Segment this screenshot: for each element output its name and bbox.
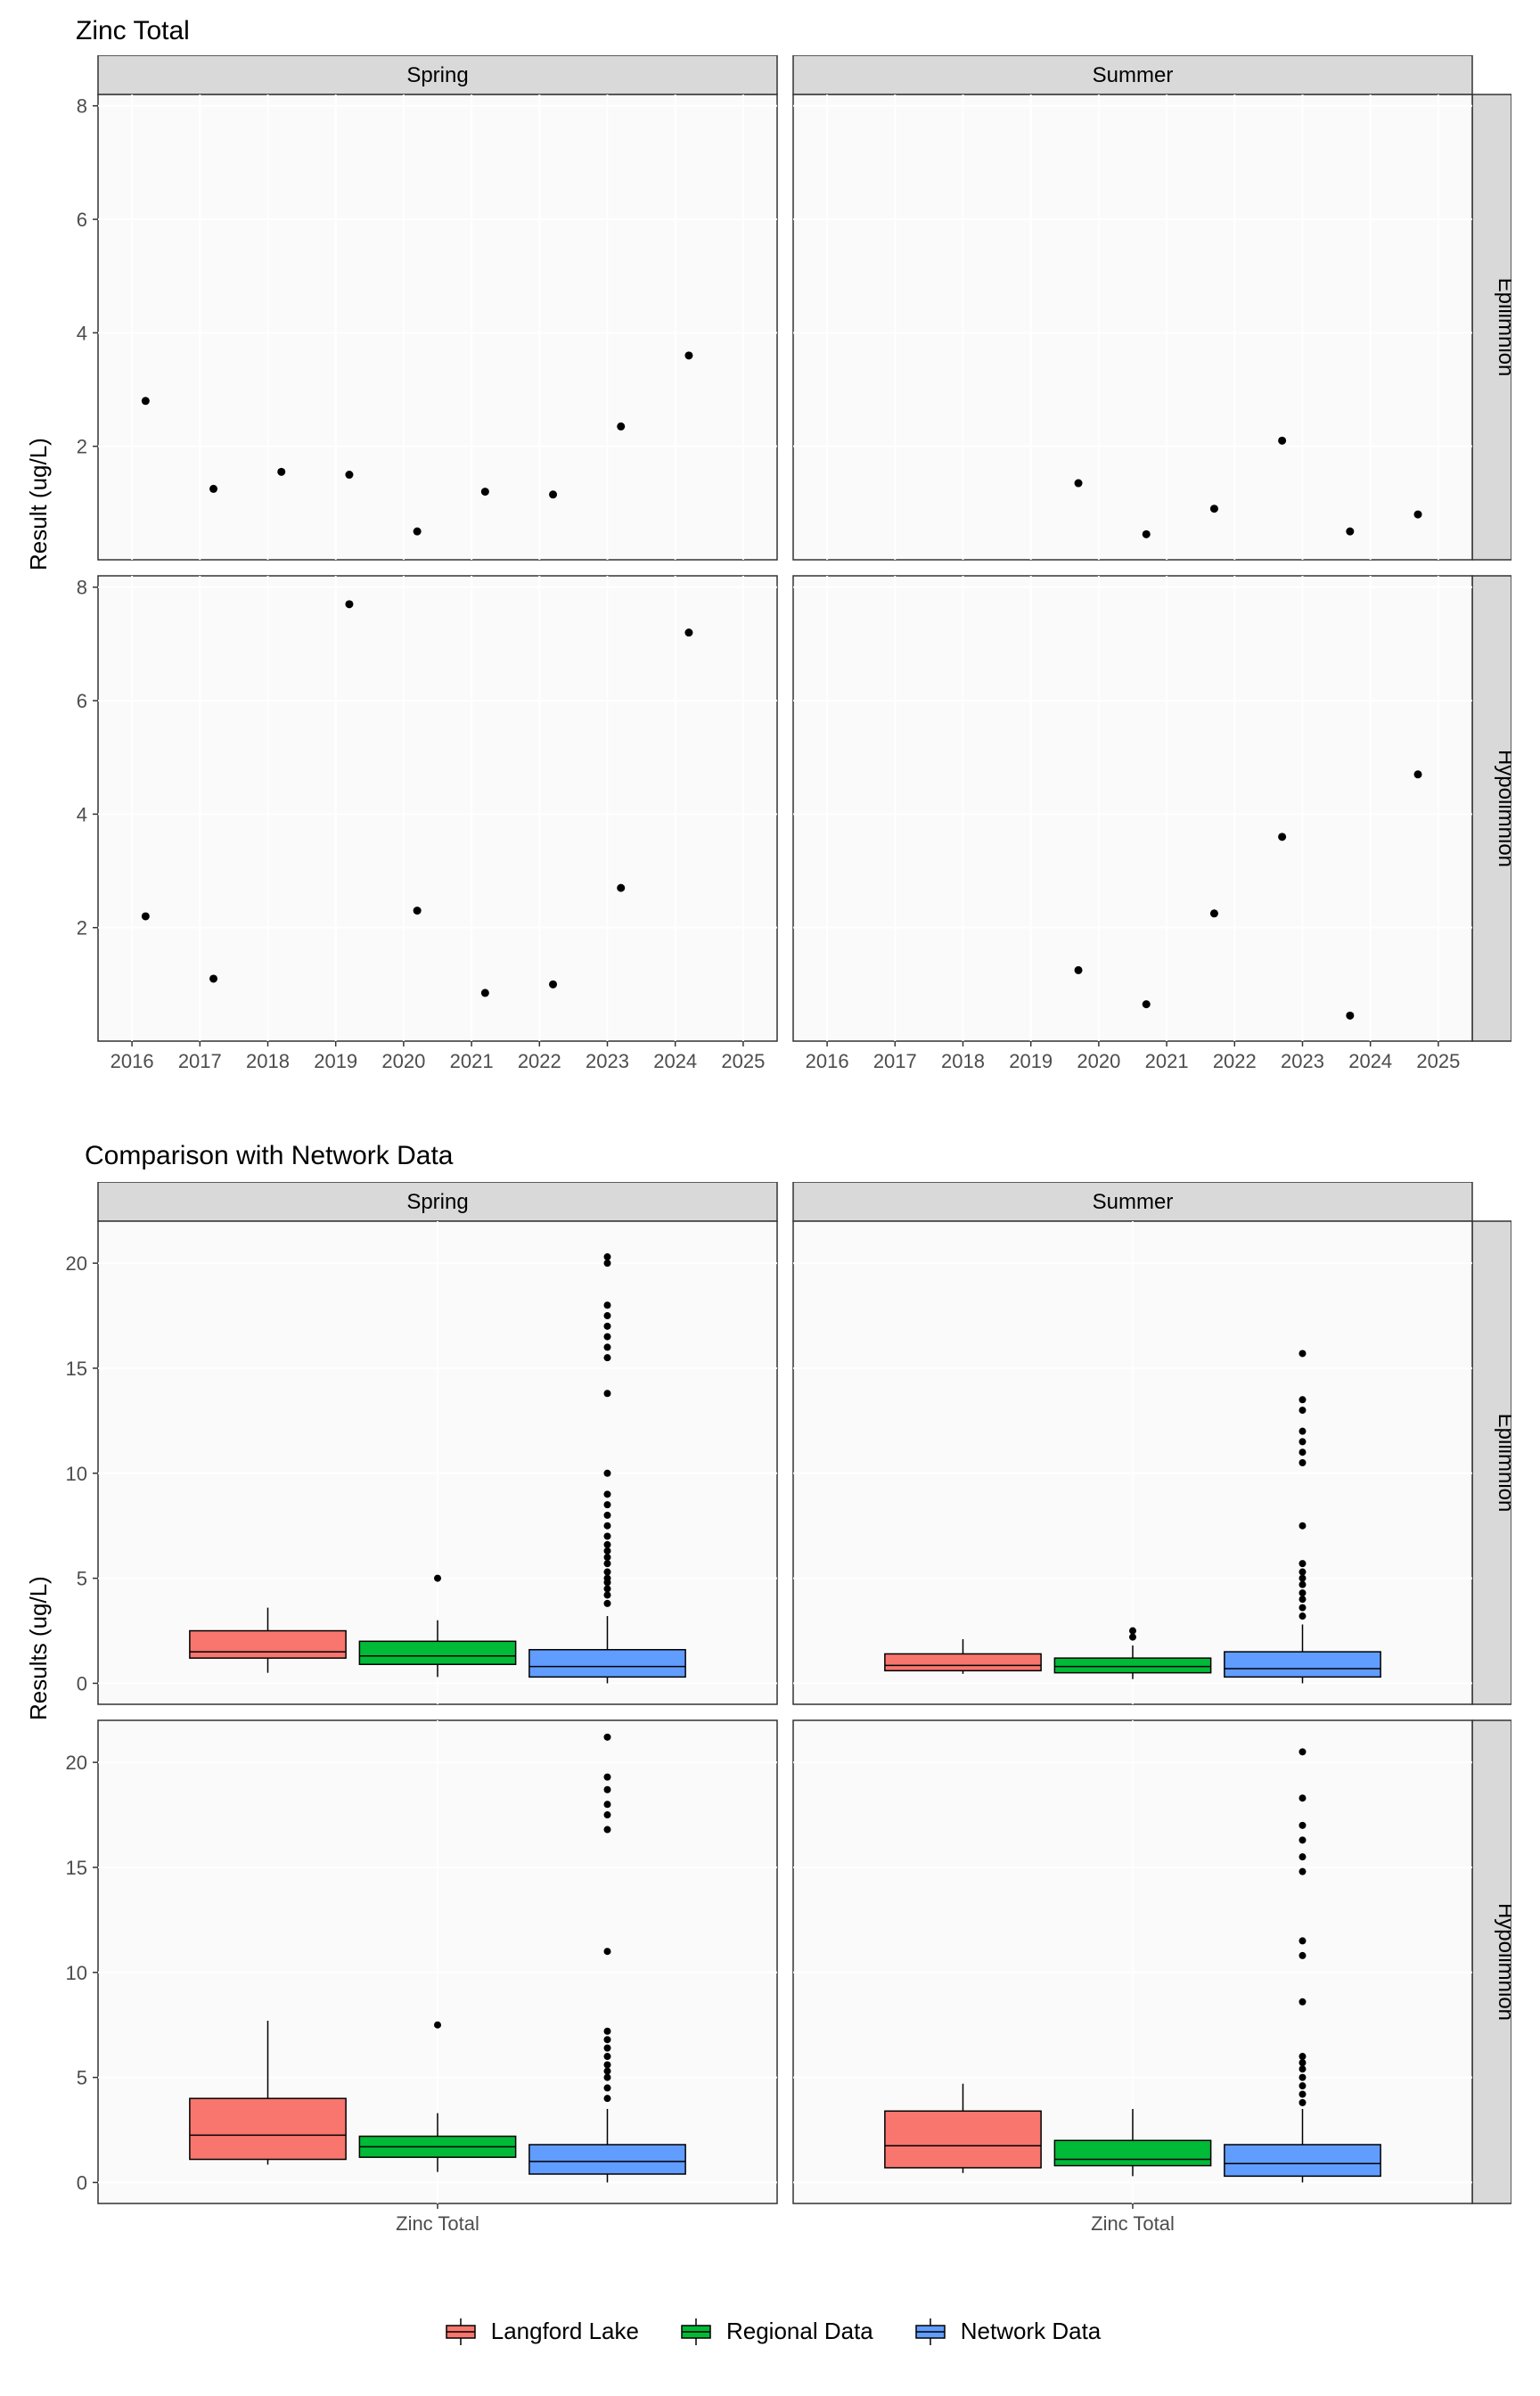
svg-text:20: 20 — [66, 1752, 87, 1774]
legend-label: Langford Lake — [491, 2318, 639, 2345]
svg-text:2017: 2017 — [178, 1050, 222, 1072]
svg-text:2016: 2016 — [111, 1050, 154, 1072]
svg-text:4: 4 — [77, 322, 87, 344]
legend-key-icon — [909, 2318, 952, 2345]
svg-text:20: 20 — [66, 1252, 87, 1275]
svg-text:2023: 2023 — [586, 1050, 629, 1072]
svg-text:Spring: Spring — [406, 63, 468, 87]
svg-text:8: 8 — [77, 577, 87, 599]
legend: Langford Lake Regional Data Network Data — [0, 2318, 1540, 2345]
svg-text:2020: 2020 — [1077, 1050, 1120, 1072]
chart2-svg: Spring Summer Epilimnion Hypolimnion 0 5 10 15 2… — [36, 1182, 1511, 2241]
svg-text:2022: 2022 — [1213, 1050, 1257, 1072]
svg-text:2023: 2023 — [1281, 1050, 1324, 1072]
svg-text:10: 10 — [66, 1962, 87, 1984]
svg-text:Hypolimnion: Hypolimnion — [1494, 750, 1511, 867]
legend-label: Network Data — [961, 2318, 1102, 2345]
svg-text:2017: 2017 — [873, 1050, 917, 1072]
svg-text:4: 4 — [77, 803, 87, 825]
legend-item: Network Data — [909, 2318, 1102, 2345]
chart1-svg: Spring Summer Epilimnion Hypolimnion 2 4 6 8 2 4 6… — [36, 55, 1511, 1079]
svg-text:Zinc Total: Zinc Total — [1091, 2212, 1175, 2235]
svg-text:15: 15 — [66, 1358, 87, 1380]
svg-text:8: 8 — [77, 95, 87, 118]
svg-text:Hypolimnion: Hypolimnion — [1494, 1903, 1511, 2021]
svg-text:2019: 2019 — [1009, 1050, 1053, 1072]
svg-text:5: 5 — [77, 1568, 87, 1590]
svg-text:Summer: Summer — [1093, 1190, 1174, 1214]
svg-text:2022: 2022 — [518, 1050, 561, 1072]
svg-text:2: 2 — [77, 917, 87, 940]
svg-text:Epilimnion: Epilimnion — [1494, 278, 1511, 377]
svg-text:6: 6 — [77, 209, 87, 231]
chart2-title: Comparison with Network Data — [85, 1141, 453, 1171]
legend-item: Langford Lake — [439, 2318, 639, 2345]
chart1-title: Zinc Total — [76, 16, 190, 46]
svg-text:2: 2 — [77, 436, 87, 458]
svg-text:2025: 2025 — [721, 1050, 765, 1072]
svg-text:5: 5 — [77, 2067, 87, 2089]
svg-text:0: 0 — [77, 1672, 87, 1694]
svg-text:10: 10 — [66, 1463, 87, 1485]
svg-text:2018: 2018 — [246, 1050, 290, 1072]
svg-text:2020: 2020 — [381, 1050, 425, 1072]
legend-key-icon — [675, 2318, 717, 2345]
svg-text:2024: 2024 — [1348, 1050, 1392, 1072]
svg-text:2025: 2025 — [1416, 1050, 1460, 1072]
legend-key-icon — [439, 2318, 482, 2345]
svg-text:2019: 2019 — [314, 1050, 357, 1072]
svg-text:Epilimnion: Epilimnion — [1494, 1414, 1511, 1513]
legend-label: Regional Data — [726, 2318, 873, 2345]
svg-text:2021: 2021 — [1145, 1050, 1189, 1072]
svg-text:15: 15 — [66, 1857, 87, 1879]
svg-text:2021: 2021 — [450, 1050, 494, 1072]
svg-text:2016: 2016 — [806, 1050, 849, 1072]
legend-item: Regional Data — [675, 2318, 873, 2345]
svg-text:Summer: Summer — [1093, 63, 1174, 87]
svg-text:0: 0 — [77, 2171, 87, 2194]
svg-text:2024: 2024 — [653, 1050, 697, 1072]
svg-text:Spring: Spring — [406, 1190, 468, 1214]
svg-text:6: 6 — [77, 690, 87, 712]
svg-text:Zinc Total: Zinc Total — [396, 2212, 479, 2235]
svg-text:2018: 2018 — [941, 1050, 985, 1072]
